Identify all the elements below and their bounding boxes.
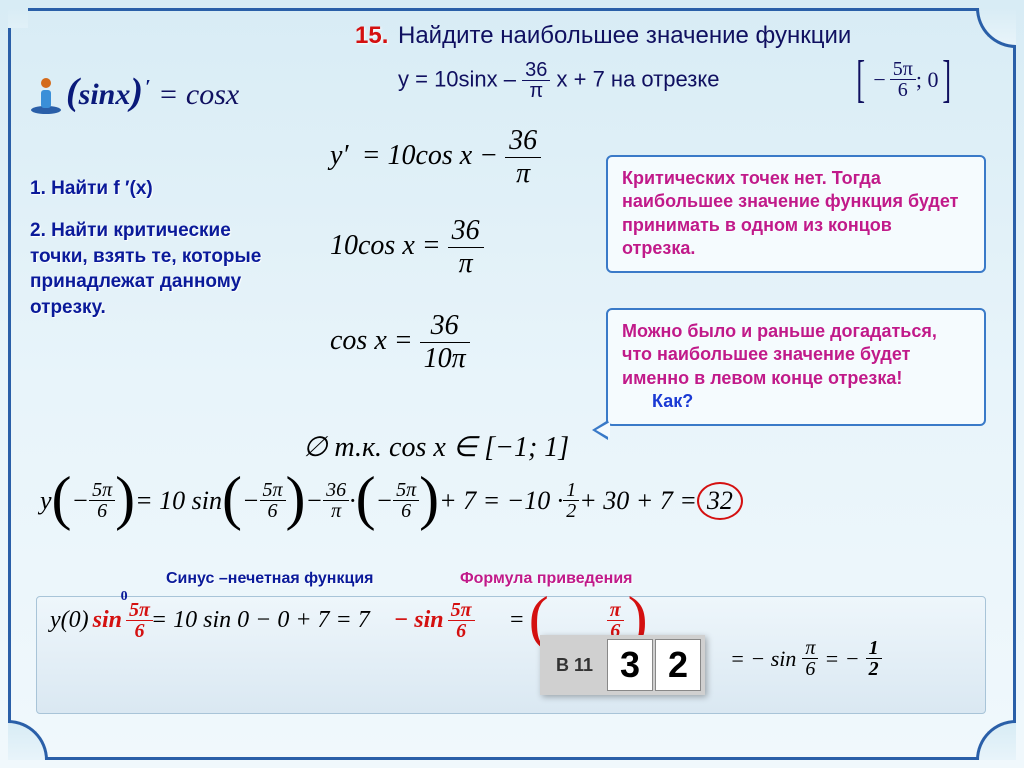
interval-num: 5π	[890, 59, 916, 80]
interval-right: ; 0	[916, 67, 939, 93]
frac-36-pi-2: 36π	[505, 125, 541, 190]
formula-prefix: y = 10sinx –	[398, 66, 516, 91]
frac-den: π	[522, 81, 550, 101]
interval: [ − 5π 6 ; 0 ]	[852, 50, 956, 109]
corner-br	[976, 720, 1016, 760]
note-hint: Можно было и раньше догадаться, что наиб…	[606, 308, 986, 426]
derivative-line-2: 10cos x = 36π	[330, 215, 484, 280]
answer-digit-2: 2	[655, 639, 701, 691]
frac-36-pi-3: 36π	[448, 215, 484, 280]
y-zero-expr: = 10 sin 0 − 0 + 7 = 7	[151, 607, 370, 634]
trail-n2: 1	[866, 638, 882, 659]
fraction-36-pi: 36 π	[522, 60, 550, 101]
answer-digit-1: 3	[607, 639, 653, 691]
derivative-line-1: y′ = 10cos x − 36π	[330, 125, 541, 190]
frac-num: 36	[522, 60, 550, 81]
empty-set-line: ∅ т.к. cos x ∈ [−1; 1]	[303, 430, 569, 464]
formula-suffix: x + 7 на отрезке	[557, 66, 720, 91]
info-icon	[26, 76, 66, 116]
note1-text: Критических точек нет. Тогда наибольшее …	[622, 168, 958, 258]
problem-formula: y = 10sinx – 36 π x + 7 на отрезке	[398, 60, 719, 101]
d2-lhs: 10cos x =	[330, 230, 441, 261]
strike-sin: sin 0	[93, 607, 122, 634]
answer-circled: 32	[697, 482, 743, 520]
derivative-line-3: cos x = 36 10π	[330, 310, 470, 375]
d3-lhs: cos x =	[330, 325, 413, 356]
step-2: 2. Найти критические точки, взять те, ко…	[30, 218, 285, 321]
d3-den: 10π	[420, 343, 470, 375]
rule-lhs: sinx	[79, 78, 131, 111]
answer-box: В 11 3 2	[540, 635, 705, 695]
trail-eq1: = − sin	[730, 646, 796, 672]
corner-tl	[8, 8, 48, 48]
problem-number: 15.	[355, 22, 388, 50]
d3-num: 36	[420, 310, 470, 343]
note2-link[interactable]: Как?	[652, 391, 693, 411]
frac-36-10pi: 36 10π	[420, 310, 470, 375]
bracket-right: ]	[943, 50, 952, 109]
trail-eq2: = −	[824, 646, 859, 672]
trail-n1: π	[802, 638, 818, 659]
interval-den: 6	[890, 80, 916, 100]
derivative-rule: (sinx)′ = cosx	[66, 70, 239, 114]
bracket-left: [	[856, 50, 865, 109]
problem-text: Найдите наибольшее значение функции	[398, 22, 851, 50]
interval-frac: 5π 6	[890, 59, 916, 100]
corner-tr	[976, 8, 1016, 48]
trail-d1: 6	[802, 659, 818, 679]
note2-text: Можно было и раньше догадаться, что наиб…	[622, 321, 937, 388]
corner-bl	[8, 720, 48, 760]
answer-label: В 11	[544, 655, 605, 676]
evaluation-line: y ( − 5π6 ) = 10 sin ( − 5π6 ) − 36π · (…	[40, 480, 743, 521]
sine-odd-caption: Синус –нечетная функция	[166, 570, 373, 588]
rule-rhs: = cosx	[158, 78, 239, 111]
d1-rhs: = 10cos x −	[362, 140, 499, 171]
trail-d2: 2	[866, 659, 882, 679]
note-no-critical-points: Критических точек нет. Тогда наибольшее …	[606, 155, 986, 273]
y-zero: y(0)	[50, 607, 89, 634]
trailing-math: = − sin π6 = − 12	[730, 638, 882, 679]
step-1: 1. Найти f ′(x)	[30, 178, 153, 200]
d1-lhs: y′	[330, 140, 349, 171]
